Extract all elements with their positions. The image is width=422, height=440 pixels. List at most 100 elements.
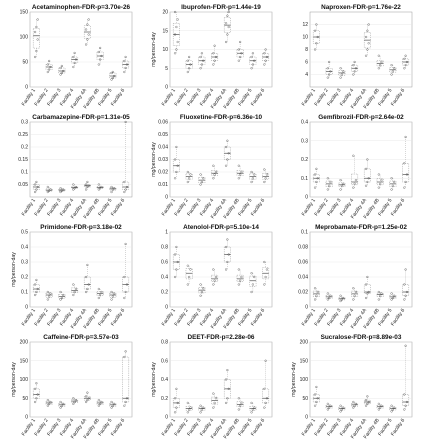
data-point bbox=[86, 399, 89, 402]
y-tick-label: 0.03 bbox=[158, 157, 168, 163]
data-point bbox=[265, 173, 268, 176]
data-point bbox=[366, 48, 369, 51]
data-point bbox=[377, 67, 380, 70]
data-point bbox=[212, 177, 215, 180]
data-point bbox=[99, 293, 102, 297]
data-point bbox=[46, 399, 49, 402]
data-point bbox=[60, 404, 63, 407]
data-point bbox=[176, 401, 179, 404]
data-point bbox=[34, 183, 37, 186]
data-point bbox=[342, 406, 345, 409]
box bbox=[32, 388, 40, 399]
data-point bbox=[226, 158, 229, 161]
data-point bbox=[225, 378, 228, 381]
data-point bbox=[352, 186, 355, 189]
y-tick-label: 200 bbox=[300, 340, 309, 346]
y-tick-label: 0 bbox=[165, 85, 168, 91]
plot-area bbox=[169, 231, 273, 308]
data-point bbox=[227, 152, 230, 155]
data-point bbox=[316, 397, 319, 400]
data-point bbox=[59, 187, 62, 190]
data-point bbox=[123, 180, 126, 184]
data-point bbox=[314, 173, 317, 176]
data-point bbox=[329, 70, 332, 73]
box bbox=[236, 49, 244, 58]
data-point bbox=[49, 292, 52, 295]
data-point bbox=[239, 404, 242, 407]
data-point bbox=[379, 64, 382, 67]
data-point bbox=[113, 187, 116, 190]
y-tick-label: 50 bbox=[302, 396, 308, 402]
data-point bbox=[342, 296, 345, 300]
data-point bbox=[72, 402, 75, 405]
box bbox=[96, 51, 104, 60]
data-point bbox=[186, 59, 189, 62]
data-point bbox=[124, 290, 127, 294]
data-point bbox=[189, 173, 192, 176]
data-point bbox=[60, 71, 63, 75]
data-point bbox=[97, 188, 100, 191]
data-point bbox=[377, 298, 380, 301]
data-point bbox=[35, 397, 38, 400]
y-tick-label: 0 bbox=[305, 415, 308, 421]
data-point bbox=[237, 177, 240, 180]
data-point bbox=[49, 400, 52, 404]
data-point bbox=[174, 10, 177, 14]
data-point bbox=[225, 40, 228, 44]
data-point bbox=[200, 290, 203, 294]
data-point bbox=[212, 164, 215, 167]
y-tick-label: 0.02 bbox=[158, 170, 168, 176]
data-point bbox=[403, 186, 406, 189]
chart-panel: Carbamazepine-FDR-p=1.31e-05 0.05 0.1 0.15 0… bbox=[18, 114, 133, 220]
data-point bbox=[366, 180, 369, 184]
data-point bbox=[35, 382, 38, 385]
data-point bbox=[110, 406, 113, 409]
data-point bbox=[46, 298, 49, 301]
data-point bbox=[36, 38, 39, 41]
data-point bbox=[110, 298, 113, 301]
data-point bbox=[200, 63, 203, 66]
data-point bbox=[390, 177, 393, 180]
data-point bbox=[390, 298, 393, 301]
data-point bbox=[85, 43, 88, 46]
data-point bbox=[240, 401, 243, 404]
box bbox=[363, 168, 371, 183]
data-point bbox=[86, 287, 89, 291]
data-point bbox=[380, 404, 383, 407]
data-point bbox=[251, 408, 254, 411]
data-point bbox=[186, 401, 189, 404]
data-point bbox=[326, 402, 329, 405]
data-point bbox=[85, 400, 88, 404]
chart-panel: Ibuprofen-FDR-p=1.44e-19 0 5 10 15 20 mg/perso… bbox=[151, 4, 273, 110]
data-point bbox=[100, 185, 103, 189]
data-point bbox=[393, 67, 396, 70]
data-point bbox=[199, 283, 202, 286]
data-point bbox=[214, 275, 217, 279]
data-point bbox=[264, 275, 267, 279]
y-tick-label: 0.06 bbox=[298, 260, 308, 266]
data-point bbox=[123, 59, 126, 63]
data-point bbox=[264, 59, 267, 62]
data-point bbox=[380, 179, 383, 182]
y-axis-label: mg/person-day bbox=[11, 252, 17, 287]
data-point bbox=[110, 400, 113, 404]
data-point bbox=[212, 283, 215, 286]
data-point bbox=[366, 402, 369, 405]
data-point bbox=[174, 177, 177, 180]
data-point bbox=[189, 268, 192, 271]
data-point bbox=[202, 406, 205, 409]
data-point bbox=[87, 184, 90, 187]
data-point bbox=[353, 294, 356, 297]
data-point bbox=[314, 298, 317, 301]
data-point bbox=[226, 33, 229, 36]
data-point bbox=[175, 48, 178, 51]
y-tick-label: 0 bbox=[25, 415, 28, 421]
box bbox=[122, 181, 130, 190]
data-point bbox=[339, 404, 342, 407]
y-tick-label: 10 bbox=[302, 35, 308, 41]
data-point bbox=[226, 238, 229, 241]
chart-panel: Caffeine-FDR-p=3.57e-03 0 50 100 150 200 mg/pe… bbox=[11, 334, 133, 440]
data-point bbox=[379, 406, 382, 409]
data-point bbox=[265, 55, 268, 59]
data-point bbox=[73, 187, 76, 190]
